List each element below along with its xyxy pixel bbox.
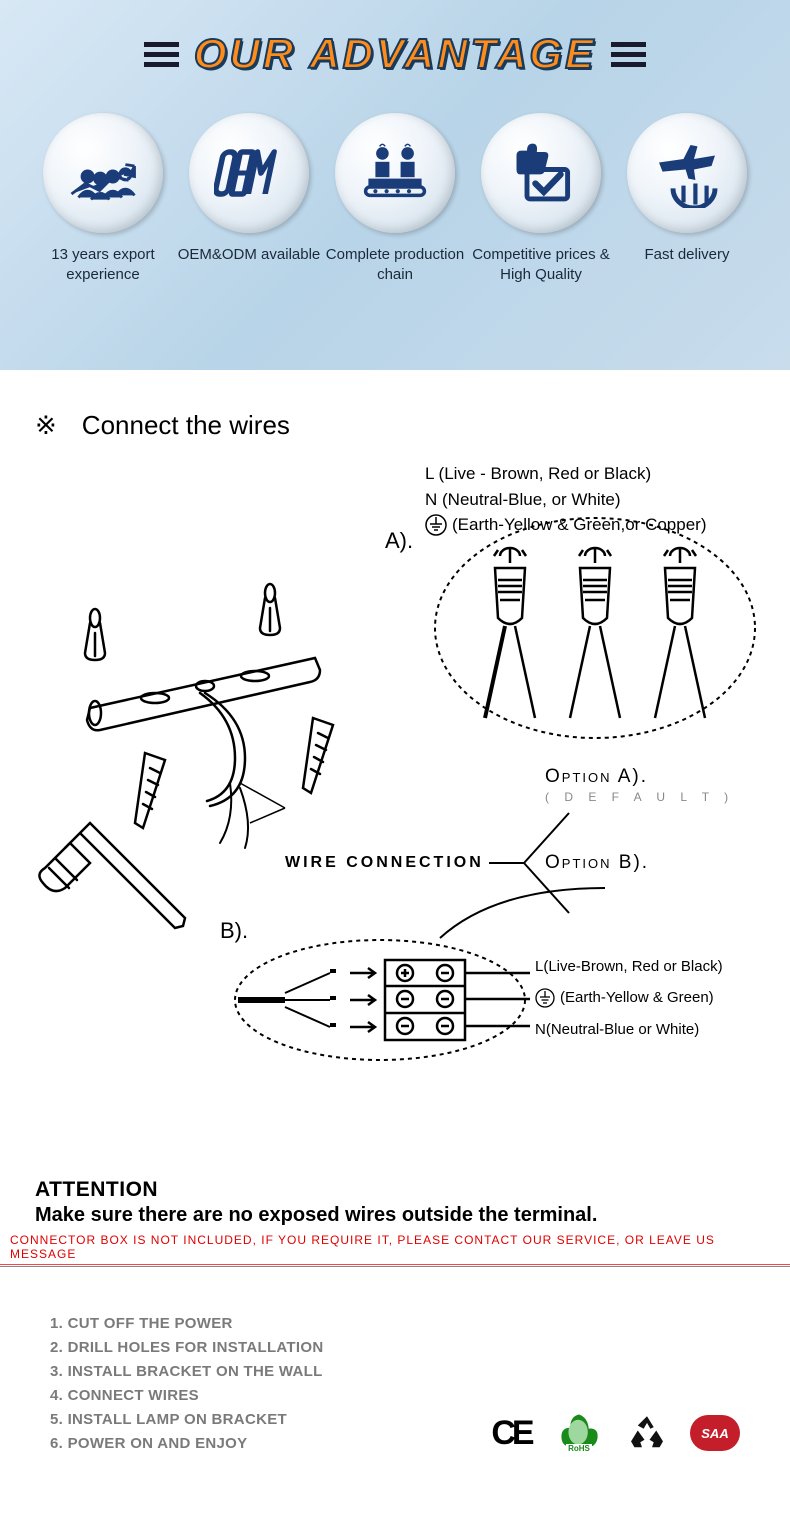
installation-steps: 1. CUT OFF THE POWER 2. DRILL HOLES FOR … xyxy=(50,1312,323,1456)
oem-icon xyxy=(189,113,309,233)
advantages-row: 13 years export experience OEM&ODM avail… xyxy=(20,113,770,284)
advantage-production: Complete production chain xyxy=(322,113,468,284)
pointer-line xyxy=(235,778,295,828)
wire-connection-label: WIRE CONNECTION xyxy=(285,854,484,872)
callout-line xyxy=(435,883,615,943)
advantage-label: Complete production chain xyxy=(322,245,468,284)
section-title-row: ※ Connect the wires xyxy=(35,410,755,441)
advantage-experience: 13 years export experience xyxy=(30,113,176,284)
advantage-label: Competitive prices & High Quality xyxy=(468,245,614,284)
earth-symbol-icon xyxy=(535,988,555,1008)
hero-title: OUR ADVANTAGE xyxy=(194,30,596,78)
factory-workers-icon xyxy=(335,113,455,233)
reference-mark: ※ xyxy=(35,410,57,441)
advantage-price-quality: Competitive prices & High Quality xyxy=(468,113,614,284)
saa-text: SAA xyxy=(701,1426,728,1441)
terminal-block-diagram xyxy=(230,938,540,1078)
label-option-a: A). xyxy=(385,528,413,554)
option-default-label: ( D E F A U L T ) xyxy=(545,790,734,804)
option-labels: Option A). ( D E F A U L T ) Option B). xyxy=(545,766,734,874)
section-title: Connect the wires xyxy=(82,410,290,441)
advantage-label: 13 years export experience xyxy=(30,245,176,284)
certifications-row: CE RoHS SAA xyxy=(486,1411,740,1456)
hero-title-row: OUR ADVANTAGE xyxy=(20,30,770,78)
advantage-label: OEM&ODM available xyxy=(178,245,321,265)
steps-section: 1. CUT OFF THE POWER 2. DRILL HOLES FOR … xyxy=(0,1267,790,1486)
step-1: 1. CUT OFF THE POWER xyxy=(50,1312,323,1336)
attention-block: ATTENTION Make sure there are no exposed… xyxy=(0,1178,790,1227)
hero-section: OUR ADVANTAGE 13 years export experience… xyxy=(0,0,790,370)
ce-mark-icon: CE xyxy=(486,1411,536,1456)
step-6: 6. POWER ON AND ENJOY xyxy=(50,1432,323,1456)
step-3: 3. INSTALL BRACKET ON THE WALL xyxy=(50,1360,323,1384)
divider-red xyxy=(0,1264,790,1265)
attention-title: ATTENTION xyxy=(35,1178,755,1202)
people-growth-icon xyxy=(43,113,163,233)
wire-caps-diagram xyxy=(430,508,760,748)
step-5: 5. INSTALL LAMP ON BRACKET xyxy=(50,1408,323,1432)
terminal-live: L(Live-Brown, Red or Black) xyxy=(535,951,723,983)
advantage-delivery: Fast delivery xyxy=(614,113,760,284)
thumbs-check-icon xyxy=(481,113,601,233)
attention-text: Make sure there are no exposed wires out… xyxy=(35,1204,755,1227)
rohs-text: RoHS xyxy=(566,1444,592,1453)
advantage-oem: OEM&ODM available xyxy=(176,113,322,284)
terminal-earth-text: (Earth-Yellow & Green) xyxy=(560,982,714,1014)
step-4: 4. CONNECT WIRES xyxy=(50,1384,323,1408)
decor-lines-left xyxy=(144,42,179,67)
key-live: L (Live - Brown, Red or Black) xyxy=(425,461,755,487)
diagram-area: A). xyxy=(35,538,755,1158)
option-b-label: Option B). xyxy=(545,852,734,874)
terminal-neutral: N(Neutral-Blue or White) xyxy=(535,1014,723,1046)
wiring-section: ※ Connect the wires L (Live - Brown, Red… xyxy=(0,370,790,1168)
step-2: 2. DRILL HOLES FOR INSTALLATION xyxy=(50,1336,323,1360)
plane-globe-icon xyxy=(627,113,747,233)
recycle-icon xyxy=(622,1411,672,1456)
advantage-label: Fast delivery xyxy=(644,245,729,265)
terminal-labels: L(Live-Brown, Red or Black) (Earth-Yello… xyxy=(535,951,723,1046)
saa-badge-icon: SAA xyxy=(690,1415,740,1451)
rohs-icon: RoHS xyxy=(554,1411,604,1456)
option-a-label: Option A). xyxy=(545,766,734,788)
connector-note: CONNECTOR BOX IS NOT INCLUDED, IF YOU RE… xyxy=(0,1233,790,1261)
decor-lines-right xyxy=(611,42,646,67)
terminal-earth: (Earth-Yellow & Green) xyxy=(535,982,723,1014)
